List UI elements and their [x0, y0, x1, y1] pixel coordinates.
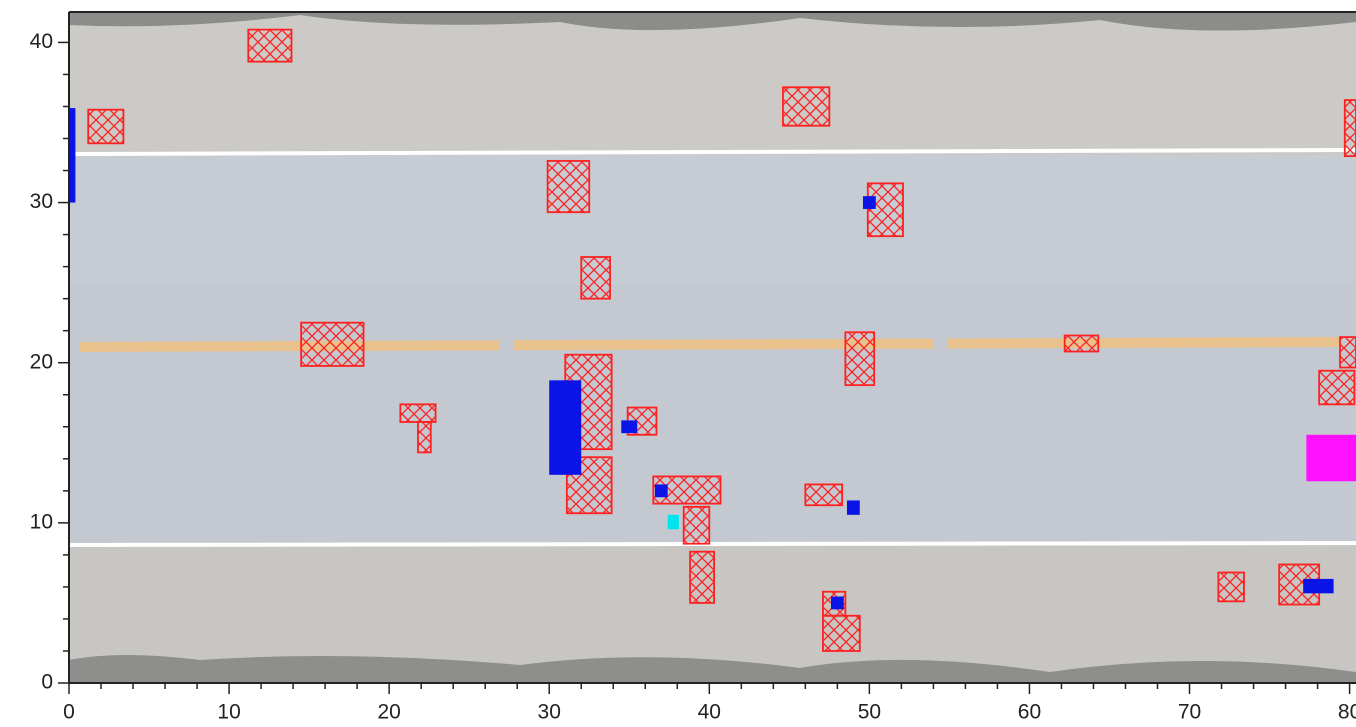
x-tick-label: 30	[538, 701, 561, 724]
distress-point	[549, 380, 582, 475]
y-tick-label: 30	[30, 190, 53, 213]
x-tick-label: 70	[1178, 701, 1201, 724]
distress-area	[580, 256, 611, 300]
x-tick-label: 50	[858, 701, 881, 724]
distress-area	[822, 614, 861, 652]
distress-area	[87, 108, 125, 145]
distress-point	[846, 500, 860, 515]
distress-area	[417, 421, 432, 454]
distress-area	[844, 331, 876, 387]
x-tick-label: 60	[1018, 701, 1041, 724]
x-tick-label: 20	[377, 701, 400, 724]
distress-area	[689, 550, 716, 604]
distress-area	[866, 182, 904, 238]
y-tick-label: 20	[30, 350, 53, 373]
distress-area	[399, 403, 437, 423]
distress-point	[621, 420, 638, 434]
y-tick-label: 40	[30, 30, 53, 53]
distress-point	[1303, 578, 1334, 594]
distress-point	[1306, 434, 1356, 482]
distress-area	[300, 321, 365, 367]
distress-area	[1339, 336, 1356, 369]
distress-area	[1217, 571, 1245, 603]
distress-area	[1063, 334, 1100, 353]
distress-area	[782, 86, 831, 127]
x-tick-label: 80	[1338, 701, 1356, 724]
distress-point	[830, 596, 844, 610]
distress-point	[667, 514, 679, 530]
distress-area	[1318, 369, 1356, 406]
plot-area	[69, 28, 1356, 652]
y-tick-label: 10	[30, 510, 53, 533]
x-tick-label: 0	[63, 701, 75, 724]
distress-point	[862, 196, 876, 209]
distress-area	[682, 505, 711, 545]
x-tick-label: 40	[698, 701, 721, 724]
distress-area	[247, 28, 293, 63]
distress-point	[654, 484, 668, 498]
distress-area	[804, 483, 844, 507]
distress-area	[546, 160, 591, 214]
distress-point	[69, 108, 76, 203]
y-tick-label: 0	[41, 671, 53, 694]
distress-area	[1343, 99, 1356, 158]
x-tick-label: 10	[217, 701, 240, 724]
pavement-image	[69, 12, 1356, 683]
